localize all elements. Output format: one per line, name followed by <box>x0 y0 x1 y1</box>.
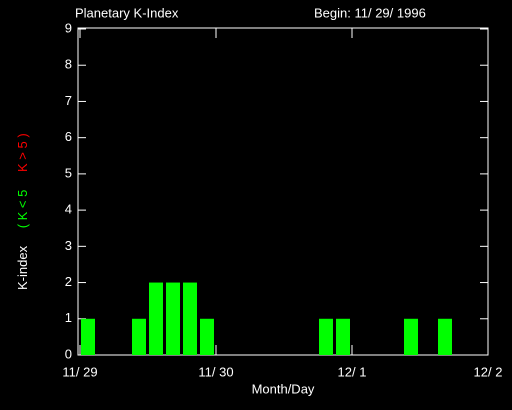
x-tick-label: 11/ 29 <box>62 364 97 379</box>
chart-subtitle: Begin: 11/ 29/ 1996 <box>314 5 426 20</box>
bar <box>81 318 95 355</box>
x-tick-label: 11/ 30 <box>198 364 233 379</box>
y-axis-label: K-index ( K < 5 K > 5 ) <box>15 133 30 290</box>
x-tick-label: 12/ 1 <box>338 364 367 379</box>
y-label-text: K-index <box>15 245 30 290</box>
y-tick-label: 9 <box>65 20 72 35</box>
bar <box>404 318 418 355</box>
x-tick-label: 12/ 2 <box>474 364 503 379</box>
bar <box>149 282 163 355</box>
y-tick-label: 4 <box>65 202 72 217</box>
bar <box>336 318 350 355</box>
bar <box>319 318 333 355</box>
bar <box>183 282 197 355</box>
bar <box>200 318 214 355</box>
y-tick-label: 1 <box>65 310 72 325</box>
legend-entry: ( K < 5 <box>15 190 30 229</box>
y-tick-label: 2 <box>65 274 72 289</box>
y-tick-label: 7 <box>65 93 72 108</box>
x-axis-label: Month/Day <box>252 381 315 396</box>
y-tick-label: 5 <box>65 165 72 180</box>
y-tick-label: 8 <box>65 57 72 72</box>
y-tick-label: 3 <box>65 238 72 253</box>
bar <box>438 318 452 355</box>
plot-frame <box>77 27 489 356</box>
bar <box>132 318 146 355</box>
legend-entry: K > 5 ) <box>15 133 30 172</box>
y-tick-label: 6 <box>65 129 72 144</box>
chart-title: Planetary K-Index <box>75 5 179 20</box>
y-tick-label: 0 <box>65 346 72 361</box>
bar <box>166 282 180 355</box>
